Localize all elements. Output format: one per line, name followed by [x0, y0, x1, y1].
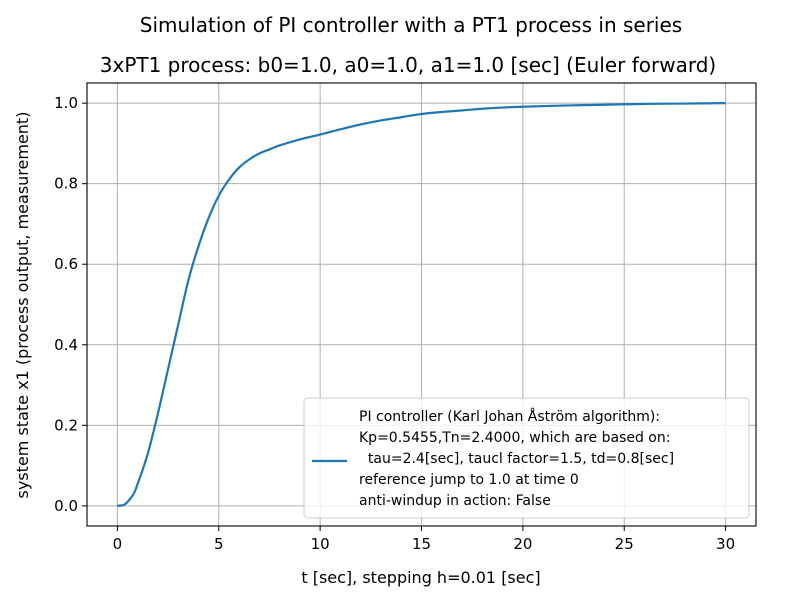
- y-tick-label: 0.0: [54, 497, 78, 515]
- y-tick-label: 0.4: [54, 336, 78, 354]
- y-tick-label: 0.2: [54, 416, 78, 434]
- y-tick-label: 0.6: [54, 255, 78, 273]
- figure-suptitle: Simulation of PI controller with a PT1 p…: [140, 13, 682, 37]
- x-tick-label: 20: [513, 535, 532, 553]
- x-tick-label: 30: [716, 535, 735, 553]
- x-tick-label: 5: [214, 535, 224, 553]
- chart-title: 3xPT1 process: b0=1.0, a0=1.0, a1=1.0 [s…: [100, 53, 716, 77]
- x-axis-label: t [sec], stepping h=0.01 [sec]: [301, 568, 540, 587]
- legend-entry-line-5: anti-windup in action: False: [359, 493, 551, 509]
- series-line: [117, 102, 726, 507]
- x-axis-ticks: 0 5 10 15 20 25 30: [113, 526, 735, 553]
- legend-entry-line-3: tau=2.4[sec], taucl factor=1.5, td=0.8[s…: [359, 451, 674, 467]
- legend-entry-line-2: Kp=0.5455,Tn=2.4000, which are based on:: [359, 430, 670, 446]
- x-tick-label: 0: [113, 535, 123, 553]
- y-tick-label: 0.8: [54, 175, 78, 193]
- x-tick-label: 15: [412, 535, 431, 553]
- legend: PI controller (Karl Johan Åström algorit…: [303, 397, 750, 519]
- legend-box: [303, 397, 750, 519]
- legend-entry-line-4: reference jump to 1.0 at time 0: [359, 472, 579, 488]
- x-tick-label: 10: [311, 535, 330, 553]
- y-axis-ticks: 0.0 0.2 0.4 0.6 0.8 1.0: [54, 94, 87, 515]
- plot-area: [117, 102, 726, 507]
- y-tick-label: 1.0: [54, 94, 78, 112]
- legend-entry-line-1: PI controller (Karl Johan Åström algorit…: [359, 408, 660, 425]
- grid-lines: [87, 83, 756, 526]
- x-tick-label: 25: [615, 535, 634, 553]
- y-axis-label: system state x1 (process output, measure…: [13, 112, 32, 499]
